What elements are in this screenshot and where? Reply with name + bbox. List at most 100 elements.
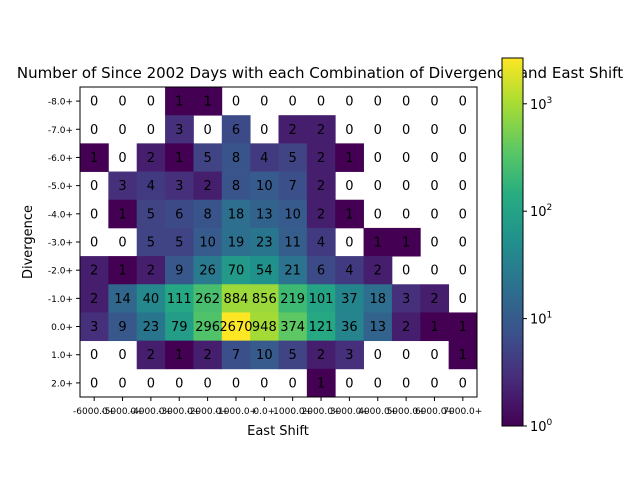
cell-value-label: 0	[430, 376, 438, 391]
heatmap-cell	[306, 340, 336, 370]
cell-value-label: 0	[459, 179, 467, 194]
cell-value-label: 0	[459, 236, 467, 251]
cell-value-label: 0	[430, 236, 438, 251]
cell-value-label: 0	[459, 95, 467, 110]
heatmap-cell	[363, 312, 393, 342]
heatmap-cell	[278, 115, 308, 144]
cell-value-label: 1	[345, 207, 353, 222]
cell-value-label: 1	[118, 207, 126, 222]
heatmap-cell	[306, 199, 336, 229]
cell-value-label: 101	[309, 292, 334, 307]
heatmap-cell	[80, 312, 109, 342]
cell-value-label: 1	[402, 236, 410, 251]
heatmap-cell	[193, 284, 223, 313]
cell-value-label: 6	[317, 264, 325, 279]
cell-value-label: 0	[430, 151, 438, 166]
heatmap-cell	[278, 227, 308, 257]
heatmap-cell	[136, 312, 166, 342]
heatmap-cell	[306, 143, 336, 172]
cell-value-label: 0	[345, 376, 353, 391]
cell-value-label: 4	[345, 264, 353, 279]
cell-value-label: 0	[118, 236, 126, 251]
cell-value-label: 0	[459, 376, 467, 391]
x-tick-label: 1000.0+	[273, 407, 312, 417]
cell-value-label: 111	[167, 292, 192, 307]
cell-value-label: 1	[459, 320, 467, 335]
heatmap-cell	[193, 340, 223, 370]
heatmap-cell	[108, 256, 138, 285]
heatmap-cell	[306, 115, 336, 144]
cell-value-label: 0	[402, 264, 410, 279]
cell-value-label: 0	[260, 123, 268, 138]
heatmap-cell	[165, 227, 194, 257]
cell-value-label: 10	[284, 207, 301, 222]
heatmap-cell	[278, 340, 308, 370]
heatmap-cell	[363, 256, 393, 285]
heatmap-cell	[136, 143, 166, 172]
heatmap-cell	[165, 312, 194, 342]
cell-value-label: 0	[118, 151, 126, 166]
cell-value-label: 0	[90, 348, 98, 363]
cell-value-label: 0	[345, 95, 353, 110]
cell-value-label: 1	[175, 95, 183, 110]
cell-value-label: 0	[90, 179, 98, 194]
heatmap-cell	[306, 171, 336, 201]
y-tick-label: 2.0+	[51, 379, 73, 389]
cell-value-label: 0	[260, 95, 268, 110]
cell-value-label: 5	[289, 348, 297, 363]
x-axis-ticks: -6000.0+-5000.0+-4000.0+-3000.0+-2000.0+…	[73, 397, 482, 417]
cell-value-label: 79	[171, 320, 188, 335]
heatmap-cell	[335, 256, 364, 285]
heatmap-cell	[420, 312, 450, 342]
heatmap-cell	[221, 199, 251, 229]
cell-value-label: 2	[203, 179, 211, 194]
cell-value-label: 262	[195, 292, 220, 307]
cell-value-label: 0	[118, 95, 126, 110]
heatmap-cell	[165, 284, 194, 313]
heatmap-cell	[193, 256, 223, 285]
heatmap-cell	[420, 284, 450, 313]
heatmap-cell	[108, 312, 138, 342]
cell-value-label: 0	[459, 292, 467, 307]
colorbar-tick-label: 103	[530, 96, 552, 113]
cell-value-label: 0	[430, 95, 438, 110]
cell-value-label: 0	[402, 179, 410, 194]
cell-value-label: 26	[199, 264, 216, 279]
cell-value-label: 0	[374, 123, 382, 138]
x-tick-label: 7000.0+	[443, 407, 482, 417]
heatmap-cell	[165, 171, 194, 201]
cell-value-label: 11	[284, 236, 301, 251]
cell-value-label: 1	[118, 264, 126, 279]
cell-value-label: 2	[430, 292, 438, 307]
x-tick-label: 4000.0+	[358, 407, 397, 417]
cell-value-label: 0	[430, 207, 438, 222]
heatmap-cell	[165, 87, 194, 116]
heatmap-cell	[221, 284, 251, 313]
cell-value-label: 0	[345, 236, 353, 251]
heatmap-cell	[250, 340, 279, 370]
cell-value-label: 5	[289, 151, 297, 166]
y-tick-label: -4.0+	[48, 210, 73, 220]
x-tick-label: 0.0+	[253, 407, 275, 417]
heatmap-cell	[306, 256, 336, 285]
cell-value-label: 2	[317, 151, 325, 166]
y-tick-label: -3.0+	[48, 239, 73, 249]
cell-value-label: 0	[374, 95, 382, 110]
y-tick-label: -6.0+	[48, 154, 73, 164]
heatmap-cell-labels: 0 0 0 1 1 0 0 0 0 0 0 0 0 00 0 0 3 0 6 0 2 2 0 0 0 0 01 0 2 1 5 8 4 5 2 1 0 0…	[90, 95, 467, 392]
cell-value-label: 0	[374, 207, 382, 222]
cell-value-label: 5	[147, 236, 155, 251]
cell-value-label: 0	[374, 179, 382, 194]
heatmap-cell	[278, 284, 308, 313]
cell-value-label: 2	[147, 151, 155, 166]
cell-value-label: 6	[232, 123, 240, 138]
heatmap-cell	[193, 143, 223, 172]
heatmap-cell	[306, 368, 336, 398]
cell-value-label: 0	[430, 123, 438, 138]
cell-value-label: 1	[317, 376, 325, 391]
cell-value-label: 0	[289, 376, 297, 391]
cell-value-label: 7	[289, 179, 297, 194]
heatmap-cell	[80, 284, 109, 313]
y-tick-label: -1.0+	[48, 295, 73, 305]
heatmap-cell	[165, 340, 194, 370]
